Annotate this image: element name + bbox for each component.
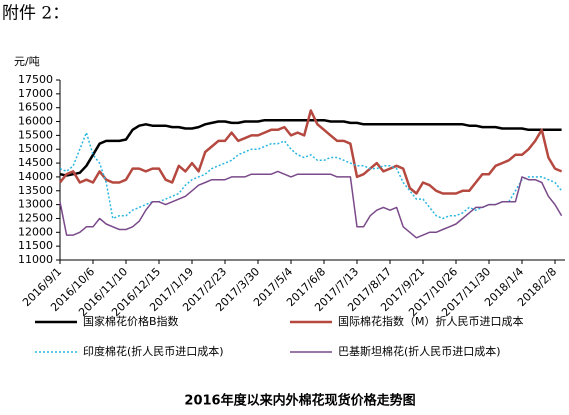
y-tick-label: 14500 (18, 156, 53, 169)
chart-caption: 2016年度以来内外棉花现货价格走势图 (184, 393, 415, 409)
y-tick-label: 17500 (18, 73, 53, 86)
attachment-label: 附件 2： (2, 4, 69, 24)
y-tick-label: 16500 (18, 101, 53, 114)
y-tick-label: 13000 (18, 198, 53, 211)
y-tick-label: 16000 (18, 115, 53, 128)
series-line (59, 131, 563, 220)
y-tick-label: 17000 (18, 87, 53, 100)
y-tick-label: 12000 (18, 225, 53, 238)
legend-label: 国际棉花指数（M）折人民币进口成本 (338, 314, 524, 328)
series-line (59, 118, 562, 177)
y-tick-label: 12500 (18, 211, 53, 224)
y-unit: 元/吨 (14, 55, 40, 68)
y-tick-label: 13500 (18, 184, 53, 197)
legend-label: 国家棉花价格B指数 (83, 314, 179, 328)
legend-label: 巴基斯坦棉花(折人民币进口成本) (338, 344, 501, 358)
y-tick-label: 14000 (18, 170, 53, 183)
y-tick-label: 11000 (18, 253, 53, 266)
series-line (59, 170, 563, 239)
y-tick-label: 11500 (18, 239, 53, 252)
y-tick-label: 15500 (18, 128, 53, 141)
series-line (59, 109, 563, 195)
y-tick-label: 15000 (18, 142, 53, 155)
legend-label: 印度棉花(折人民币进口成本) (83, 344, 224, 358)
